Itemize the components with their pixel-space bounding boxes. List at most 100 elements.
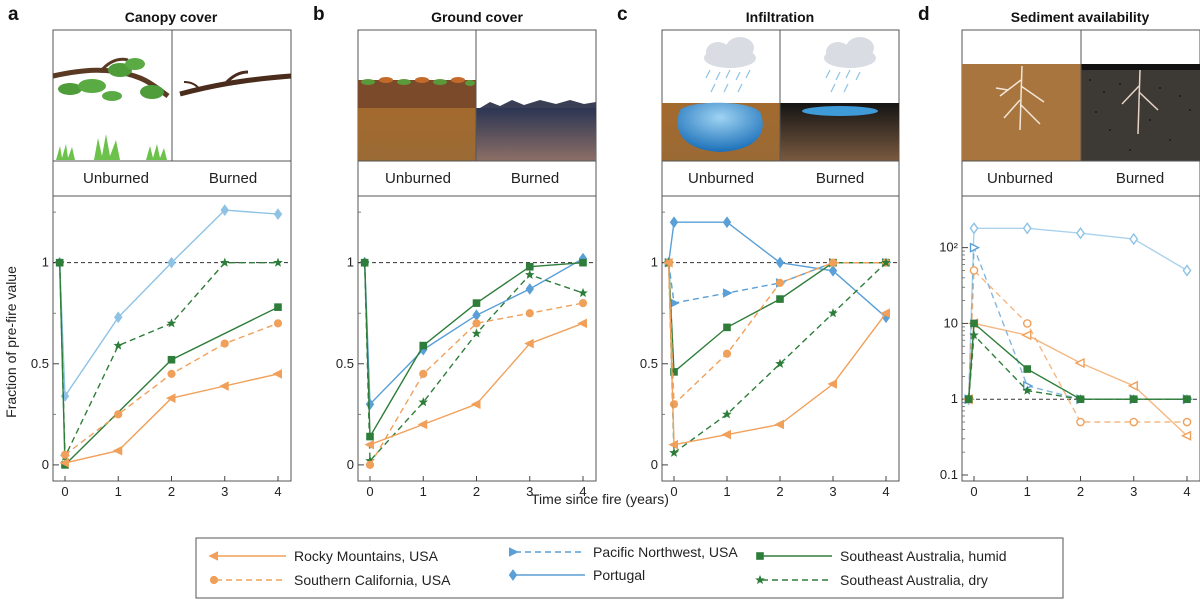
panel-letter: a (8, 4, 19, 25)
root-icon (1121, 69, 1159, 135)
data-point-sea_dry (722, 409, 732, 419)
series-portugal (664, 216, 891, 324)
data-point-rocky (219, 381, 229, 391)
x-tick-label: 2 (473, 484, 480, 499)
data-point-socal (969, 266, 979, 275)
data-point-portugal (525, 283, 534, 295)
data-point-portugal (1182, 264, 1192, 277)
legend-box (195, 537, 1064, 599)
y-tick-label: 0 (651, 457, 658, 472)
data-point-rocky (827, 379, 837, 389)
panel-b-illustration: Unburned Burned (357, 29, 597, 197)
x-tick-label: 1 (420, 484, 427, 499)
data-point-sea_dry (669, 447, 679, 457)
surface-water (802, 106, 878, 116)
legend: Rocky Mountains, USA Southern California,… (195, 537, 1064, 599)
panel-d-illustration: Unburned Burned (961, 29, 1200, 197)
data-point-rocky (1074, 357, 1085, 369)
unburned-label: Unburned (688, 170, 754, 187)
series-line-socal (64, 322, 279, 456)
series-line-sea_dry (668, 262, 887, 455)
data-point-portugal (220, 204, 229, 216)
legend-label: Southeast Australia, humid (840, 548, 1007, 564)
series-sea_humid (360, 258, 587, 441)
data-point-sea_humid (167, 355, 176, 364)
data-point-sea_dry (525, 269, 535, 279)
x-axis-label: Time since fire (years) (531, 491, 669, 507)
plot-frame (357, 195, 597, 482)
data-point-sea_dry (113, 340, 123, 350)
panel-c-illustration: Unburned Burned (661, 29, 900, 197)
litter-layer (358, 80, 476, 108)
panel-a-illustration: Unburned Burned (52, 29, 292, 197)
data-point-portugal (969, 222, 979, 235)
data-point-socal (578, 299, 588, 308)
y-tick-label: 1 (347, 255, 354, 270)
series-line-sea_humid (364, 262, 584, 440)
series-rocky (364, 318, 587, 450)
plot-infiltration: 0 0.5 1 0 1 2 3 4 (640, 195, 900, 499)
y-tick-label: 0.5 (336, 356, 354, 371)
data-point-portugal (722, 216, 732, 229)
data-point-socal (273, 319, 283, 328)
burned-branch-icon (179, 70, 292, 97)
data-point-sea_humid (472, 299, 481, 307)
plot-canopy-cover: 0 0.5 1 0 1 2 3 4 (31, 195, 292, 499)
data-point-sea_dry (1075, 394, 1086, 404)
data-point-socal (722, 349, 732, 358)
data-point-socal (828, 258, 838, 267)
unburned-label: Unburned (987, 170, 1053, 187)
unburned-label: Unburned (83, 170, 149, 187)
legend-marker (509, 547, 519, 557)
burned-label: Burned (209, 170, 257, 187)
y-tick-label: 1 (951, 391, 958, 406)
plot-sediment-availability: 0.1 1 10 10² 0 1 2 3 4 (939, 195, 1200, 499)
data-point-pnw (969, 242, 981, 253)
y-tick-label: 0.5 (31, 356, 49, 371)
y-tick-label: 0 (347, 457, 354, 472)
series-socal (60, 319, 283, 459)
legend-label: Southeast Australia, dry (840, 572, 988, 588)
panel-title: Infiltration (746, 9, 814, 25)
burned-label: Burned (816, 170, 864, 187)
x-tick-label: 3 (1130, 484, 1137, 499)
soil-unburned (358, 108, 476, 161)
x-tick-label: 3 (526, 484, 533, 499)
x-tick-label: 0 (366, 484, 373, 499)
panel-title: Sediment availability (1011, 9, 1150, 25)
data-point-portugal (1076, 227, 1085, 240)
series-sea_dry (359, 257, 588, 465)
series-line-socal (369, 302, 584, 466)
panel-letter: b (313, 4, 325, 25)
leafy-branch-icon (52, 57, 170, 101)
data-point-sea_dry (828, 308, 838, 318)
data-point-portugal (1022, 222, 1032, 235)
panel-title: Canopy cover (125, 9, 218, 25)
data-point-portugal (1129, 232, 1139, 246)
series-line-rocky (668, 262, 887, 446)
data-point-rocky (880, 308, 890, 319)
x-tick-label: 3 (221, 484, 228, 499)
series-rocky (663, 257, 890, 450)
data-point-sea_dry (775, 358, 785, 368)
leaf-litter-icon (361, 77, 475, 86)
data-point-socal (525, 309, 534, 318)
series-line-rocky (64, 373, 279, 464)
data-point-socal (1129, 417, 1139, 427)
legend-label: Pacific Northwest, USA (593, 544, 738, 560)
x-tick-label: 0 (61, 484, 68, 499)
unburned-label: Unburned (385, 170, 451, 187)
series-pnw (964, 242, 1194, 405)
y-tick-label: 10 (944, 315, 958, 330)
x-tick-label: 4 (274, 484, 281, 499)
data-point-sea_dry (969, 330, 979, 340)
x-tick-label: 0 (970, 484, 977, 499)
grass-icon (56, 134, 167, 160)
series-rocky (59, 369, 282, 468)
data-point-pnw (723, 288, 733, 298)
series-line-portugal (668, 221, 887, 318)
legend-marker (756, 552, 764, 560)
series-sea_dry (663, 257, 891, 457)
data-point-sea_dry (273, 257, 283, 267)
